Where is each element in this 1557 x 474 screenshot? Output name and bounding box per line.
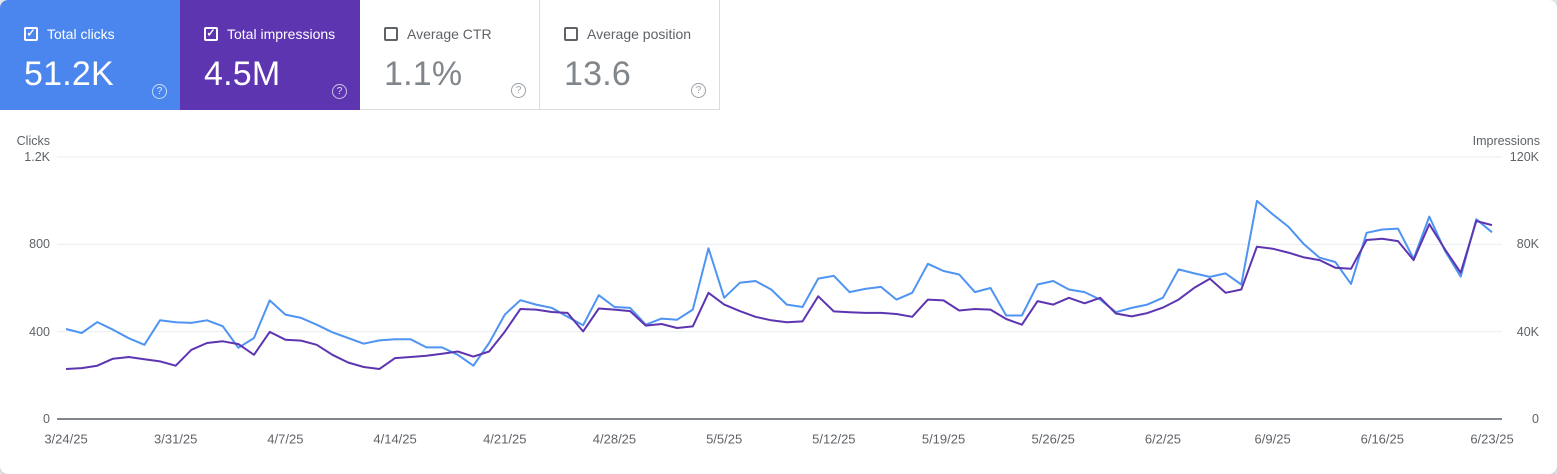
checkmark-icon: ✓ [26,27,36,39]
x-axis-date-label: 4/7/25 [267,431,304,447]
help-icon[interactable]: ? [511,83,526,98]
right-axis-tick: 40K [1516,324,1539,339]
average-position-label: Average position [587,26,692,42]
x-axis-date-label: 3/31/25 [154,431,198,447]
x-axis-date-label: 6/16/25 [1360,431,1404,447]
x-axis-date-label: 5/12/25 [812,431,856,447]
total-impressions-checkbox[interactable]: ✓ [204,27,218,41]
x-axis-date-label: 6/2/25 [1144,431,1181,447]
card-header: Average position [564,26,719,42]
left-axis-title: Clicks [16,134,50,148]
x-axis-date-label: 5/26/25 [1031,431,1075,447]
metric-cards-row: ✓ Total clicks 51.2K ? ✓ Total impressio… [0,0,720,110]
x-axis-date-label: 5/5/25 [706,431,743,447]
card-header: Average CTR [384,26,539,42]
x-axis-date-label: 3/24/25 [44,431,88,447]
total-impressions-value: 4.5M [204,55,281,93]
left-axis-tick: 1.2K [24,150,50,164]
card-header: ✓ Total clicks [24,26,180,42]
x-axis-date-label: 6/9/25 [1254,431,1291,447]
card-header: ✓ Total impressions [204,26,360,42]
checkmark-icon: ✓ [206,27,216,39]
total-clicks-label: Total clicks [47,26,115,42]
total-clicks-checkbox[interactable]: ✓ [24,27,38,41]
left-axis-tick: 800 [29,237,50,252]
right-axis-tick: 120K [1509,150,1539,164]
right-axis-tick: 80K [1516,237,1539,252]
help-icon[interactable]: ? [152,84,167,99]
metric-card-average-position[interactable]: Average position 13.6 ? [540,0,720,110]
left-axis-tick: 400 [29,324,50,339]
average-ctr-checkbox[interactable] [384,27,398,41]
right-axis-tick: 0 [1532,412,1539,426]
x-axis-date-label: 4/14/25 [373,431,417,447]
right-axis-title: Impressions [1472,134,1540,148]
metric-card-total-clicks[interactable]: ✓ Total clicks 51.2K ? [0,0,180,110]
total-clicks-line[interactable] [65,199,1493,367]
x-axis-date-label: 5/19/25 [921,431,966,447]
help-icon[interactable]: ? [691,83,706,98]
total-impressions-label: Total impressions [227,26,336,42]
x-axis-date-label: 4/21/25 [483,431,527,447]
help-icon[interactable]: ? [332,84,347,99]
metric-card-total-impressions[interactable]: ✓ Total impressions 4.5M ? [180,0,360,110]
left-axis-tick: 0 [43,412,50,426]
x-axis-date-label: 4/28/25 [592,431,637,447]
average-ctr-label: Average CTR [407,26,492,42]
average-position-value: 13.6 [564,55,631,93]
average-position-checkbox[interactable] [564,27,578,41]
x-axis-date-label: 6/23/25 [1470,431,1514,447]
average-ctr-value: 1.1% [384,55,463,93]
total-clicks-value: 51.2K [24,55,114,93]
metric-card-average-ctr[interactable]: Average CTR 1.1% ? [360,0,540,110]
total-impressions-line[interactable] [65,220,1493,370]
